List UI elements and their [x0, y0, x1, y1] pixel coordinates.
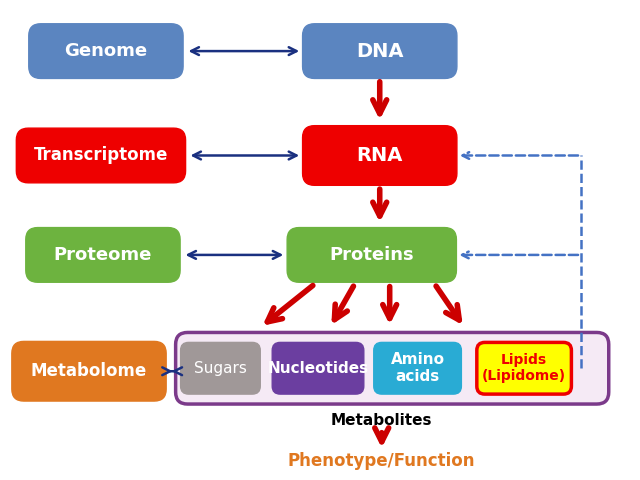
Text: Proteome: Proteome: [54, 246, 152, 264]
Text: Nucleotides: Nucleotides: [268, 361, 369, 376]
Text: Genome: Genome: [65, 42, 147, 60]
Text: Sugars: Sugars: [194, 361, 247, 376]
Text: Transcriptome: Transcriptome: [34, 146, 168, 165]
FancyBboxPatch shape: [17, 128, 186, 183]
Text: Metabolites: Metabolites: [331, 413, 433, 429]
FancyBboxPatch shape: [303, 126, 457, 185]
FancyBboxPatch shape: [12, 341, 166, 401]
Text: RNA: RNA: [356, 146, 403, 165]
FancyBboxPatch shape: [175, 333, 609, 404]
FancyBboxPatch shape: [26, 228, 180, 282]
FancyBboxPatch shape: [180, 342, 260, 394]
FancyBboxPatch shape: [272, 342, 364, 394]
Text: Lipids
(Lipidome): Lipids (Lipidome): [482, 353, 566, 384]
Text: Metabolome: Metabolome: [31, 362, 147, 380]
Text: Proteins: Proteins: [330, 246, 414, 264]
Text: Amino
acids: Amino acids: [390, 352, 445, 384]
FancyBboxPatch shape: [29, 24, 183, 78]
FancyBboxPatch shape: [287, 228, 456, 282]
Text: Phenotype/Function: Phenotype/Function: [288, 452, 476, 470]
FancyBboxPatch shape: [477, 342, 572, 394]
Text: DNA: DNA: [356, 42, 403, 60]
FancyBboxPatch shape: [303, 24, 457, 78]
FancyBboxPatch shape: [374, 342, 461, 394]
